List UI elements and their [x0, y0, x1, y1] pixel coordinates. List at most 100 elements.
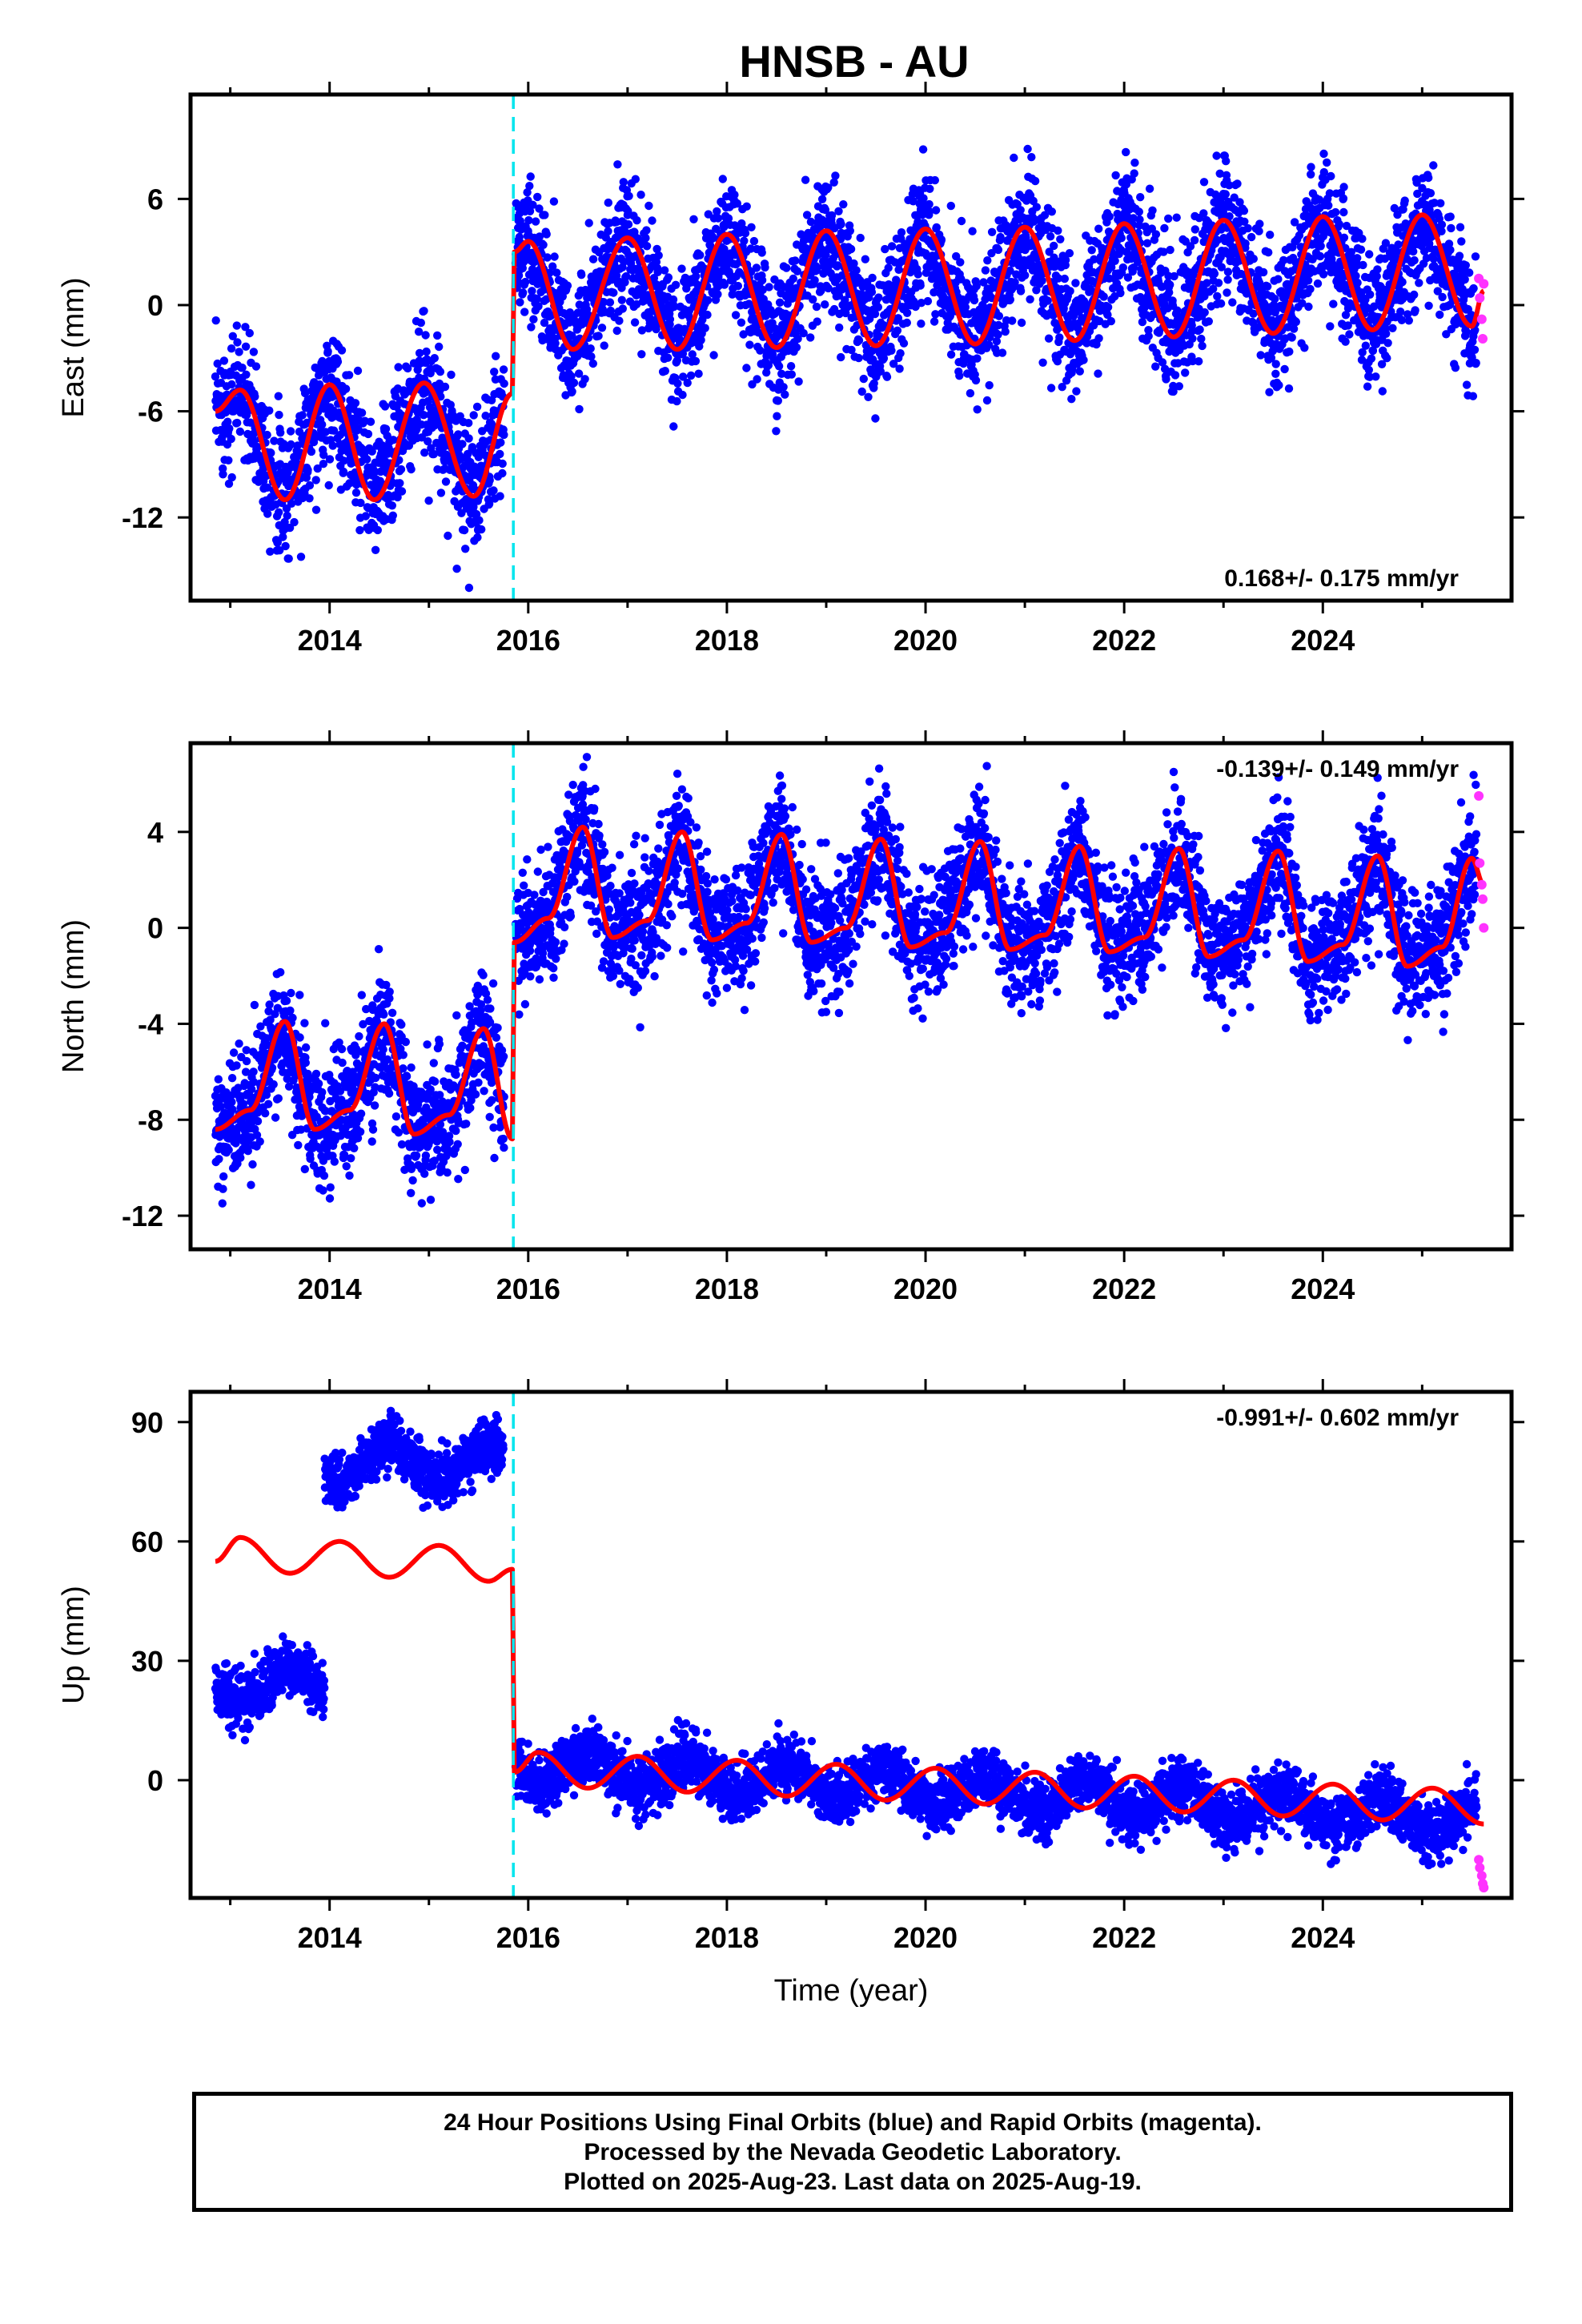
- final-orbit-point: [245, 328, 254, 338]
- final-orbit-point: [575, 404, 584, 414]
- final-orbit-point: [926, 184, 934, 193]
- final-orbit-point: [267, 448, 275, 457]
- final-orbit-point: [539, 240, 548, 249]
- final-orbit-point: [1275, 380, 1283, 390]
- final-orbit-point: [300, 1019, 309, 1027]
- final-orbit-point: [250, 1000, 259, 1010]
- final-orbit-point: [552, 268, 561, 277]
- final-orbit-point: [366, 417, 375, 426]
- final-orbit-point: [791, 256, 800, 265]
- final-orbit-point: [604, 227, 612, 235]
- final-orbit-point: [1223, 288, 1231, 297]
- final-orbit-point: [397, 487, 407, 496]
- final-orbit-point: [407, 464, 416, 474]
- final-orbit-point: [1160, 223, 1169, 233]
- final-orbit-point: [275, 546, 284, 555]
- final-orbit-point: [1339, 183, 1348, 191]
- final-orbit-point: [253, 443, 263, 452]
- y-tick-label: -12: [122, 501, 163, 534]
- final-orbit-point: [525, 207, 535, 215]
- final-orbit-point: [873, 303, 883, 312]
- final-orbit-point: [893, 326, 902, 335]
- final-orbit-point: [261, 1109, 270, 1118]
- final-orbit-point: [586, 344, 595, 353]
- final-orbit-point: [1047, 207, 1057, 216]
- final-orbit-point: [460, 525, 469, 535]
- final-orbit-point: [615, 316, 624, 325]
- final-orbit-point: [271, 1113, 280, 1122]
- final-orbit-point: [631, 175, 640, 183]
- final-orbit-point: [1200, 308, 1209, 317]
- final-orbit-point: [550, 252, 559, 261]
- final-orbit-point: [968, 227, 977, 235]
- final-orbit-point: [998, 348, 1007, 357]
- final-orbit-point: [1166, 280, 1174, 289]
- final-orbit-point: [353, 366, 363, 376]
- final-orbit-point: [946, 350, 956, 359]
- final-orbit-point: [532, 295, 541, 304]
- final-orbit-point: [587, 352, 596, 361]
- final-orbit-point: [273, 537, 282, 547]
- final-orbit-point: [1424, 301, 1433, 310]
- final-orbit-point: [279, 533, 287, 541]
- final-orbit-point: [1470, 345, 1480, 354]
- final-orbit-point: [1287, 333, 1296, 342]
- final-orbit-point: [854, 336, 864, 345]
- final-orbit-point: [1243, 223, 1252, 233]
- final-orbit-point: [701, 324, 709, 332]
- final-orbit-point: [1195, 325, 1204, 334]
- final-orbit-point: [337, 346, 347, 355]
- final-orbit-point: [287, 988, 295, 998]
- final-orbit-point: [265, 1000, 274, 1009]
- final-orbit-point: [1199, 178, 1209, 187]
- final-orbit-point: [295, 427, 304, 436]
- final-orbit-point: [444, 531, 452, 541]
- final-orbit-point: [1094, 369, 1102, 378]
- final-orbit-point: [972, 282, 981, 291]
- final-orbit-point: [528, 200, 537, 209]
- final-orbit-point: [311, 476, 320, 485]
- final-orbit-point: [1040, 211, 1050, 219]
- final-orbit-point: [1210, 269, 1219, 278]
- final-orbit-point: [1367, 354, 1376, 363]
- final-orbit-point: [1148, 206, 1157, 215]
- final-orbit-point: [542, 230, 551, 239]
- final-orbit-point: [228, 332, 237, 340]
- final-orbit-point: [664, 353, 673, 362]
- final-orbit-point: [1130, 169, 1138, 178]
- final-orbit-point: [1436, 199, 1445, 207]
- final-orbit-point: [932, 223, 942, 232]
- final-orbit-point: [931, 206, 941, 215]
- rapid-orbit-point: [1479, 279, 1489, 289]
- final-orbit-point: [1274, 275, 1283, 283]
- final-orbit-point: [224, 1145, 233, 1155]
- final-orbit-point: [436, 489, 446, 497]
- final-orbit-point: [636, 191, 645, 199]
- final-orbit-point: [1469, 283, 1478, 293]
- final-orbit-point: [339, 456, 348, 465]
- final-orbit-point: [1223, 275, 1232, 284]
- final-orbit-point: [283, 511, 291, 521]
- final-orbit-point: [624, 191, 633, 200]
- final-orbit-point: [745, 340, 754, 349]
- final-orbit-point: [1285, 347, 1294, 356]
- final-orbit-point: [839, 200, 848, 209]
- final-orbit-point: [642, 242, 652, 251]
- final-orbit-point: [669, 422, 678, 431]
- final-orbit-point: [1038, 276, 1046, 285]
- final-orbit-point: [242, 370, 251, 379]
- rapid-orbit-point: [1478, 334, 1488, 344]
- final-orbit-point: [1105, 212, 1114, 221]
- final-orbit-point: [1319, 270, 1328, 279]
- final-orbit-point: [619, 178, 628, 187]
- final-orbit-point: [303, 465, 312, 475]
- final-orbit-point: [740, 236, 749, 245]
- final-orbit-point: [1130, 159, 1139, 167]
- final-orbit-point: [1329, 300, 1338, 308]
- final-orbit-point: [887, 242, 897, 251]
- final-orbit-point: [281, 541, 290, 551]
- final-orbit-point: [1472, 359, 1480, 368]
- final-orbit-point: [882, 372, 892, 381]
- final-orbit-point: [249, 348, 259, 356]
- final-orbit-point: [957, 216, 966, 226]
